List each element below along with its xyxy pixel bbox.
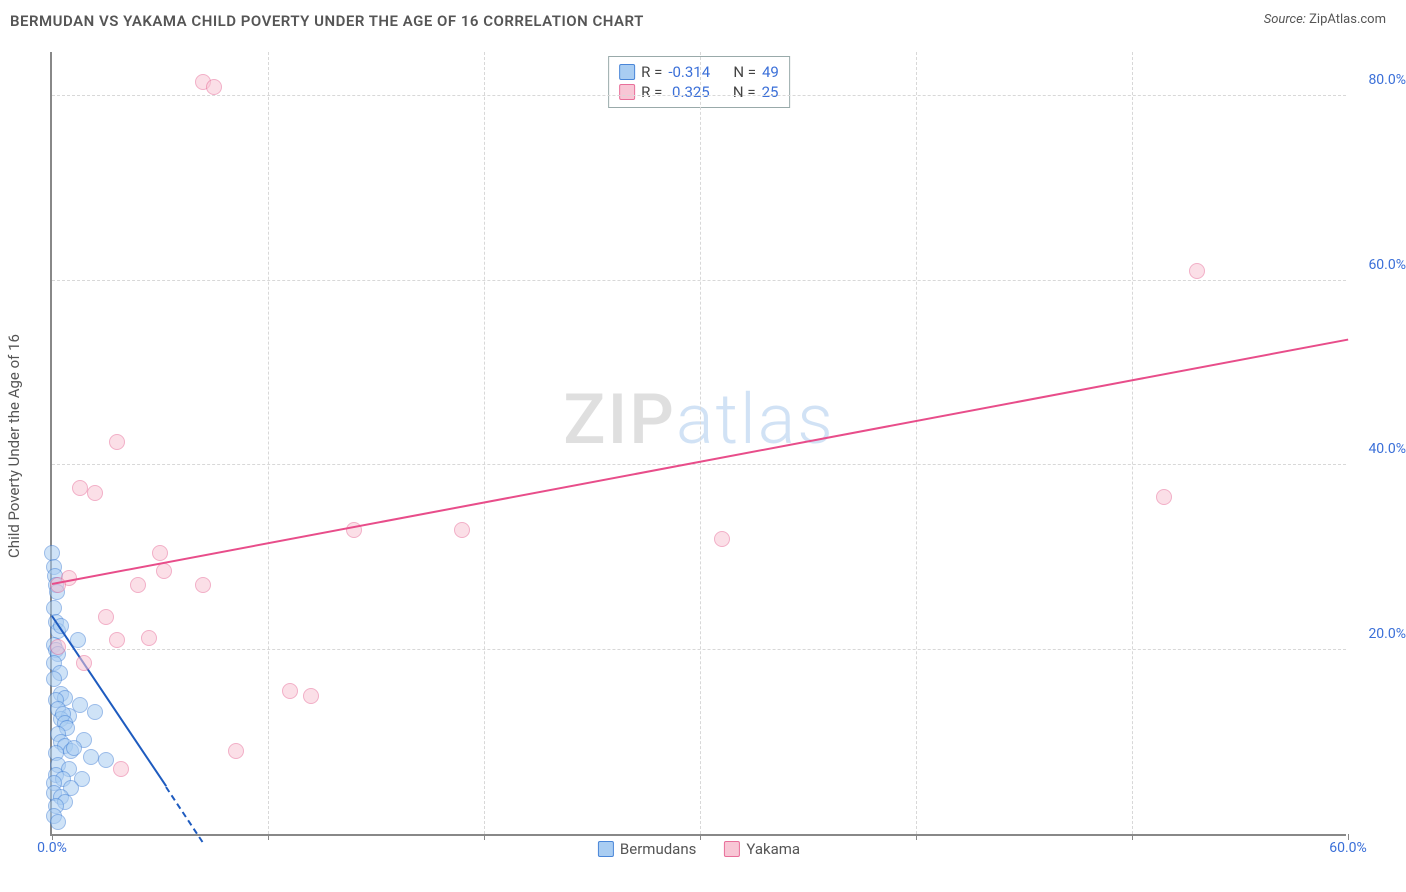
x-tick-label: 60.0% (1329, 840, 1367, 856)
gridline-h (52, 280, 1346, 281)
watermark-zip: ZIP (563, 379, 676, 461)
data-point-yakama (98, 609, 114, 625)
legend-item-yakama: Yakama (724, 840, 800, 858)
data-point-yakama (303, 688, 319, 704)
data-point-yakama (206, 79, 222, 95)
data-point-yakama (195, 577, 211, 593)
gridline-h (52, 95, 1346, 96)
data-point-bermudans (46, 671, 62, 687)
x-tick-mark (700, 834, 701, 840)
data-point-yakama (113, 761, 129, 777)
legend-series: Bermudans Yakama (598, 840, 800, 858)
watermark: ZIPatlas (563, 379, 835, 461)
legend-label-yakama: Yakama (746, 840, 800, 858)
data-point-yakama (50, 577, 66, 593)
data-point-bermudans (87, 704, 103, 720)
legend-stats-row: R = 0.325 N = 25 (619, 83, 779, 101)
x-tick-mark (484, 834, 485, 840)
data-point-yakama (72, 480, 88, 496)
gridline-h (52, 649, 1346, 650)
data-point-yakama (130, 577, 146, 593)
chart-title: BERMUDAN VS YAKAMA CHILD POVERTY UNDER T… (10, 12, 644, 30)
legend-swatch-yakama (619, 84, 635, 100)
x-tick-mark (1132, 834, 1133, 840)
x-tick-mark (268, 834, 269, 840)
legend-swatch-bermudans (619, 64, 635, 80)
gridline-v (916, 52, 917, 834)
y-tick-label: 60.0% (1351, 257, 1406, 273)
r-label: R = (641, 63, 662, 81)
gridline-v (1132, 52, 1133, 834)
data-point-yakama (76, 655, 92, 671)
data-point-yakama (50, 639, 66, 655)
n-label: N = (733, 63, 756, 81)
data-point-yakama (454, 522, 470, 538)
legend-stats: R = -0.314 N = 49 R = 0.325 N = 25 (608, 56, 790, 108)
source-attribution: Source: ZipAtlas.com (1264, 12, 1386, 27)
legend-label-bermudans: Bermudans (620, 840, 696, 858)
data-point-yakama (1156, 489, 1172, 505)
r-value-bermudans: -0.314 (668, 63, 710, 81)
data-point-yakama (109, 632, 125, 648)
r-label: R = (641, 83, 662, 101)
data-point-yakama (714, 531, 730, 547)
data-point-yakama (282, 683, 298, 699)
data-point-yakama (1189, 263, 1205, 279)
legend-swatch-yakama (724, 841, 740, 857)
data-point-bermudans (83, 749, 99, 765)
legend-stats-row: R = -0.314 N = 49 (619, 63, 779, 81)
x-tick-mark (916, 834, 917, 840)
gridline-v (700, 52, 701, 834)
gridline-v (484, 52, 485, 834)
y-tick-label: 20.0% (1351, 626, 1406, 642)
n-value-bermudans: 49 (762, 63, 779, 81)
data-point-yakama (87, 485, 103, 501)
data-point-yakama (156, 563, 172, 579)
gridline-v (268, 52, 269, 834)
data-point-bermudans (66, 740, 82, 756)
data-point-yakama (152, 545, 168, 561)
gridline-h (52, 464, 1346, 465)
y-tick-label: 40.0% (1351, 441, 1406, 457)
trendline-dash-bermudans (166, 786, 204, 842)
data-point-yakama (141, 630, 157, 646)
legend-swatch-bermudans (598, 841, 614, 857)
scatter-plot-area: ZIPatlas R = -0.314 N = 49 R = 0.325 N =… (50, 52, 1346, 836)
data-point-bermudans (98, 752, 114, 768)
y-tick-label: 80.0% (1351, 72, 1406, 88)
y-axis-label: Child Poverty Under the Age of 16 (5, 334, 23, 558)
n-value-yakama: 25 (762, 83, 779, 101)
r-value-yakama: 0.325 (668, 83, 709, 101)
n-label: N = (733, 83, 756, 101)
data-point-yakama (109, 434, 125, 450)
x-tick-label: 0.0% (37, 840, 67, 856)
data-point-yakama (228, 743, 244, 759)
data-point-bermudans (50, 814, 66, 830)
source-label: Source: (1264, 12, 1306, 27)
source-value: ZipAtlas.com (1309, 12, 1386, 27)
legend-item-bermudans: Bermudans (598, 840, 696, 858)
